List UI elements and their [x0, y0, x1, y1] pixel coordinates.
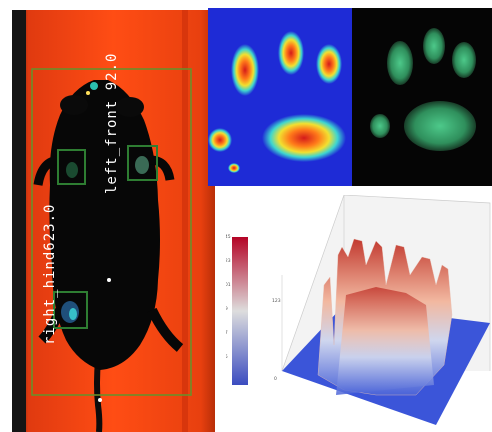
mouse-ear-left	[60, 95, 88, 115]
surface-figure	[232, 195, 491, 425]
paw-heatmap-image	[208, 8, 352, 186]
green-toe-2	[423, 28, 445, 64]
hind-left-leg	[38, 308, 65, 344]
green-toe-1	[387, 41, 413, 85]
green-toe-3	[452, 42, 476, 78]
paw-green-image	[352, 8, 492, 186]
keypoint	[86, 91, 90, 95]
front-right-leg	[149, 155, 175, 181]
colorbar-tick: 79	[226, 307, 228, 312]
paw-green-print	[352, 8, 492, 186]
mouse-bounding-box	[31, 68, 192, 396]
surface-z-label: 123	[272, 299, 281, 304]
nose-marker	[90, 82, 98, 90]
right-rail	[182, 10, 188, 432]
palm-pad	[262, 114, 346, 162]
keypoint	[98, 398, 102, 402]
mouse-scene	[12, 10, 215, 432]
green-side-pad	[370, 114, 390, 138]
mouse-tail	[94, 359, 103, 432]
colorbar-tick: 101	[226, 283, 231, 288]
surface-z-zero: 0	[274, 377, 277, 382]
colorbar	[232, 237, 248, 385]
toe-pad-3	[316, 44, 342, 84]
colorbar-tick: 123	[226, 259, 231, 264]
left-front-label: left_front 92.0	[104, 52, 120, 194]
side-pad	[208, 128, 232, 152]
toe-pad-1	[231, 44, 259, 96]
right-hind-label: right_hind623.0	[42, 203, 58, 345]
mouse-ear-right	[116, 97, 144, 117]
right-front-paw-box	[127, 145, 158, 181]
right-hind-paw-box	[53, 291, 88, 329]
colorbar-tick: 35	[226, 355, 228, 360]
heel-spot	[228, 163, 240, 173]
heatmap-background	[208, 8, 352, 186]
mouse-video-frame: left_front 92.0 right_hind623.0	[12, 10, 215, 432]
right-hind-paw-highlight	[69, 308, 77, 320]
colorbar-tick: 145	[226, 235, 231, 240]
left-rail	[12, 10, 26, 432]
green-palm	[404, 101, 476, 151]
toe-pad-2	[278, 31, 304, 75]
hind-right-leg	[147, 307, 184, 352]
left-front-paw	[66, 162, 78, 178]
mouse-body	[49, 80, 161, 370]
colorbar-tick: 57	[226, 331, 228, 336]
keypoint	[107, 278, 111, 282]
left-front-paw-box	[57, 149, 86, 185]
right-front-paw	[135, 156, 149, 174]
paw-heatmap	[208, 8, 352, 186]
green-background	[352, 8, 492, 186]
pressure-surface-plot: 145 123 101 79 57 35 0 123 0	[226, 195, 492, 432]
surface-front-ridge	[336, 287, 434, 395]
